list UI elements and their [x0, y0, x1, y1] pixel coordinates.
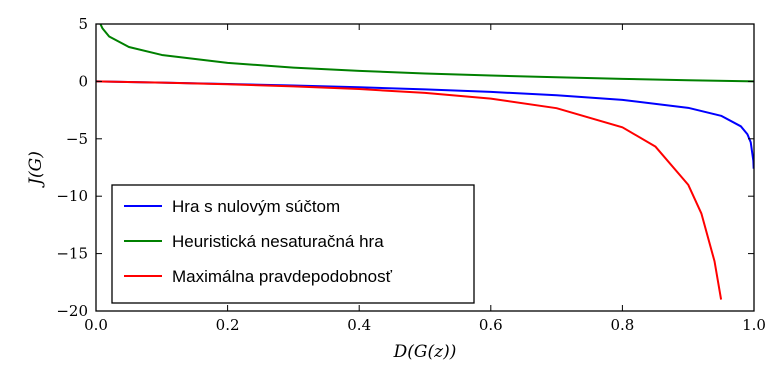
legend-label-zero-sum: Hra s nulovým súčtom [172, 197, 340, 216]
x-tick-label: 0.4 [347, 316, 371, 334]
y-tick-label: −20 [56, 302, 88, 320]
legend: Hra s nulovým súčtom Heuristická nesatur… [111, 184, 475, 304]
x-tick-label: 0.6 [479, 316, 503, 334]
x-tick-label: 1.0 [742, 316, 766, 334]
y-tick-label: −15 [56, 245, 88, 263]
y-tick-label: 0 [78, 72, 88, 90]
plot-frame [95, 23, 755, 312]
y-tick-label: −10 [56, 187, 88, 205]
x-tick-label: 0.0 [84, 316, 108, 334]
legend-label-max-likelihood: Maximálna pravdepodobnosť [172, 267, 393, 286]
x-tick-label: 0.8 [610, 316, 634, 334]
y-axis-label: J(G) [26, 151, 46, 188]
legend-frame [111, 184, 475, 304]
y-tick-label: −5 [66, 130, 88, 148]
series-line-2 [96, 80, 723, 300]
x-tick-label: 0.2 [216, 316, 240, 334]
series-line-1 [99, 24, 754, 83]
series-line-0 [96, 80, 754, 169]
legend-label-heuristic: Heuristická nesaturačná hra [172, 232, 384, 251]
y-tick-label: 5 [78, 15, 88, 33]
x-axis-label: D(G(z)) [393, 342, 457, 362]
